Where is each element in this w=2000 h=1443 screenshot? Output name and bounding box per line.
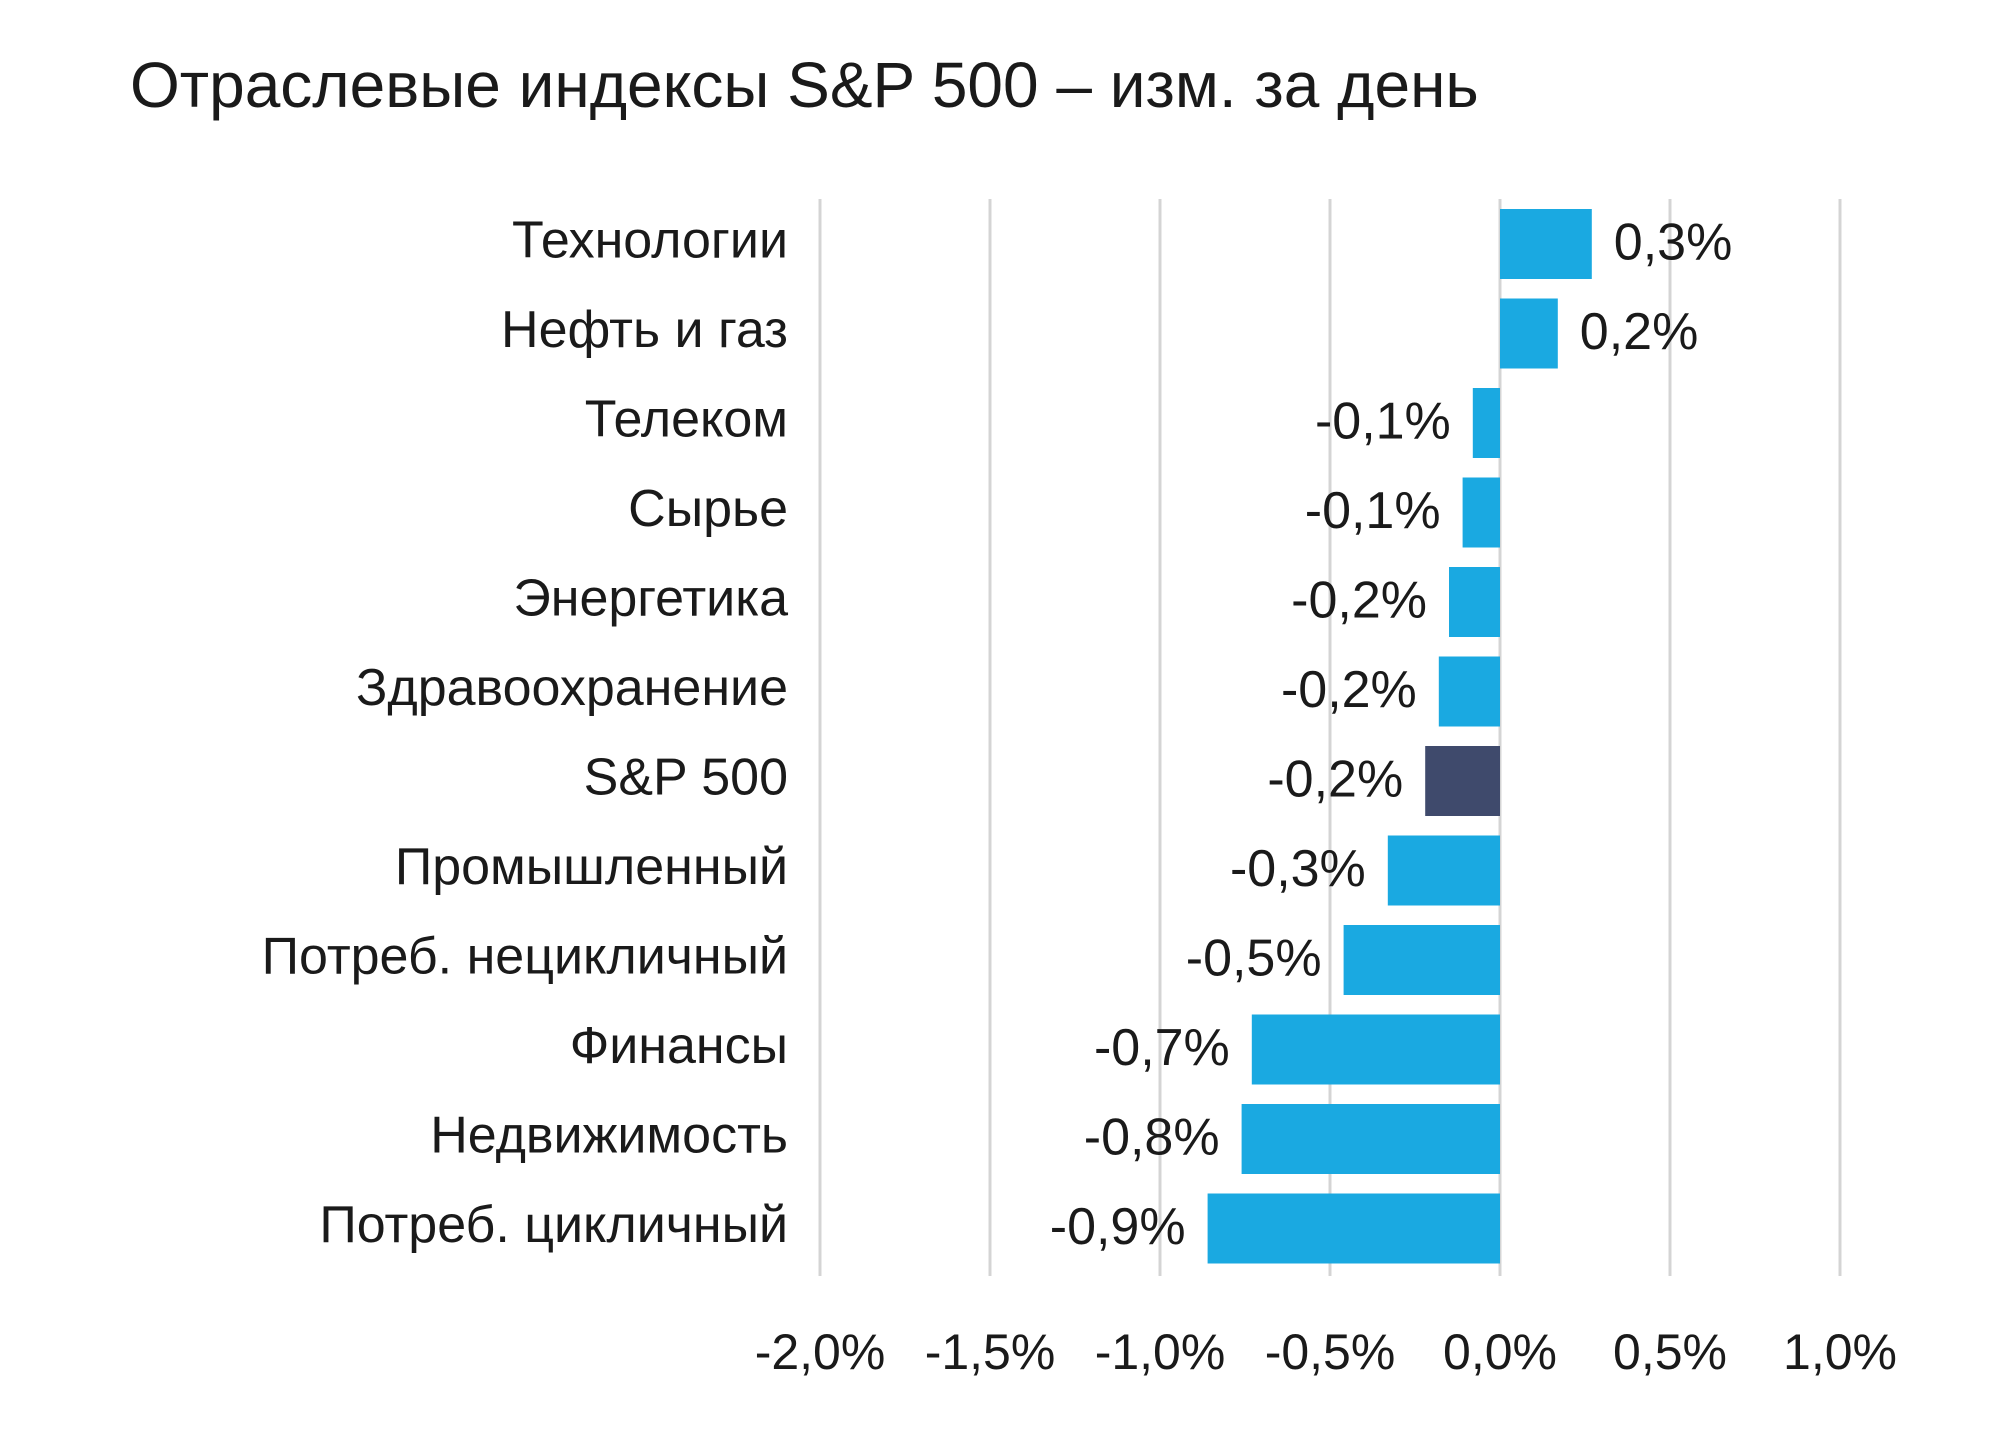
y-tick-label: Потреб. нецикличный [262,928,788,986]
value-label: -0,9% [1050,1198,1186,1256]
value-label: -0,2% [1281,661,1417,719]
y-tick-label: Телеком [585,391,788,449]
bar [1343,925,1500,995]
bar [1500,209,1592,279]
bar [1241,1104,1500,1174]
y-tick-label: S&P 500 [584,749,788,807]
bar [1462,477,1500,548]
bar [1251,1014,1500,1085]
x-tick-label: 0,5% [1613,1324,1727,1380]
y-tick-label: Промышленный [395,838,788,896]
y-tick-label: Здравоохранение [356,659,788,717]
value-label: -0,3% [1230,840,1366,898]
bar [1387,835,1500,906]
x-tick-label: -0,5% [1265,1324,1396,1380]
y-tick-label: Недвижимость [430,1107,788,1165]
bar [1438,656,1500,727]
bar [1207,1193,1500,1264]
value-label: -0,7% [1094,1019,1230,1077]
y-tick-label: Потреб. цикличный [319,1196,788,1254]
y-tick-label: Технологии [512,212,788,270]
value-label: 0,3% [1614,214,1733,272]
value-label: -0,2% [1291,572,1427,630]
y-tick-label: Сырье [628,480,788,538]
x-tick-label: -1,0% [1095,1324,1226,1380]
y-tick-label: Нефть и газ [501,301,788,359]
chart-title: Отраслевые индексы S&P 500 – изм. за ден… [130,49,1479,121]
x-tick-label: 0,0% [1443,1324,1557,1380]
bar [1472,388,1500,458]
value-label: -0,8% [1084,1109,1220,1167]
x-tick-label: -2,0% [755,1324,886,1380]
bar [1425,746,1500,816]
bar [1500,298,1558,369]
bar [1449,567,1500,637]
value-label: -0,1% [1305,482,1441,540]
value-label: -0,1% [1315,393,1451,451]
value-label: -0,2% [1267,751,1403,809]
y-tick-label: Финансы [570,1017,788,1075]
x-tick-label: -1,5% [925,1324,1056,1380]
value-label: 0,2% [1580,303,1699,361]
value-label: -0,5% [1186,930,1322,988]
x-tick-label: 1,0% [1783,1324,1897,1380]
y-tick-label: Энергетика [513,570,788,628]
